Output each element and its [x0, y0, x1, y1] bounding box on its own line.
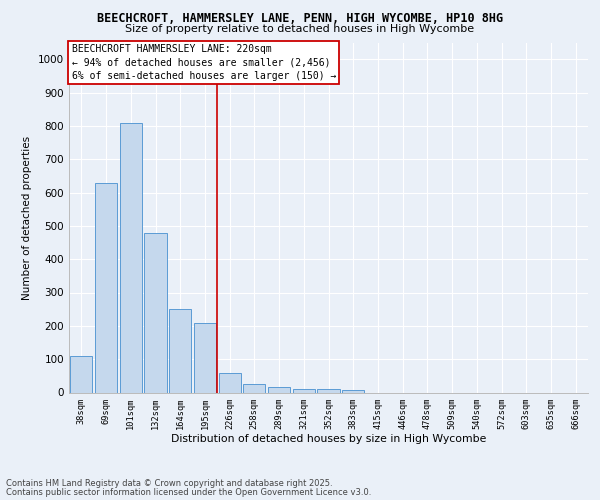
Bar	[145, 232, 167, 392]
Bar	[119, 122, 142, 392]
Bar	[293, 388, 315, 392]
Text: BEECHCROFT HAMMERSLEY LANE: 220sqm
← 94% of detached houses are smaller (2,456)
: BEECHCROFT HAMMERSLEY LANE: 220sqm ← 94%…	[71, 44, 336, 80]
Bar	[194, 322, 216, 392]
Bar	[342, 390, 364, 392]
Bar	[169, 309, 191, 392]
Bar	[95, 182, 117, 392]
Bar	[243, 384, 265, 392]
Text: Size of property relative to detached houses in High Wycombe: Size of property relative to detached ho…	[125, 24, 475, 34]
Y-axis label: Number of detached properties: Number of detached properties	[22, 136, 32, 300]
X-axis label: Distribution of detached houses by size in High Wycombe: Distribution of detached houses by size …	[171, 434, 486, 444]
Text: Contains HM Land Registry data © Crown copyright and database right 2025.: Contains HM Land Registry data © Crown c…	[6, 479, 332, 488]
Bar	[317, 389, 340, 392]
Bar	[268, 386, 290, 392]
Text: BEECHCROFT, HAMMERSLEY LANE, PENN, HIGH WYCOMBE, HP10 8HG: BEECHCROFT, HAMMERSLEY LANE, PENN, HIGH …	[97, 12, 503, 26]
Bar	[218, 372, 241, 392]
Text: Contains public sector information licensed under the Open Government Licence v3: Contains public sector information licen…	[6, 488, 371, 497]
Bar	[70, 356, 92, 393]
